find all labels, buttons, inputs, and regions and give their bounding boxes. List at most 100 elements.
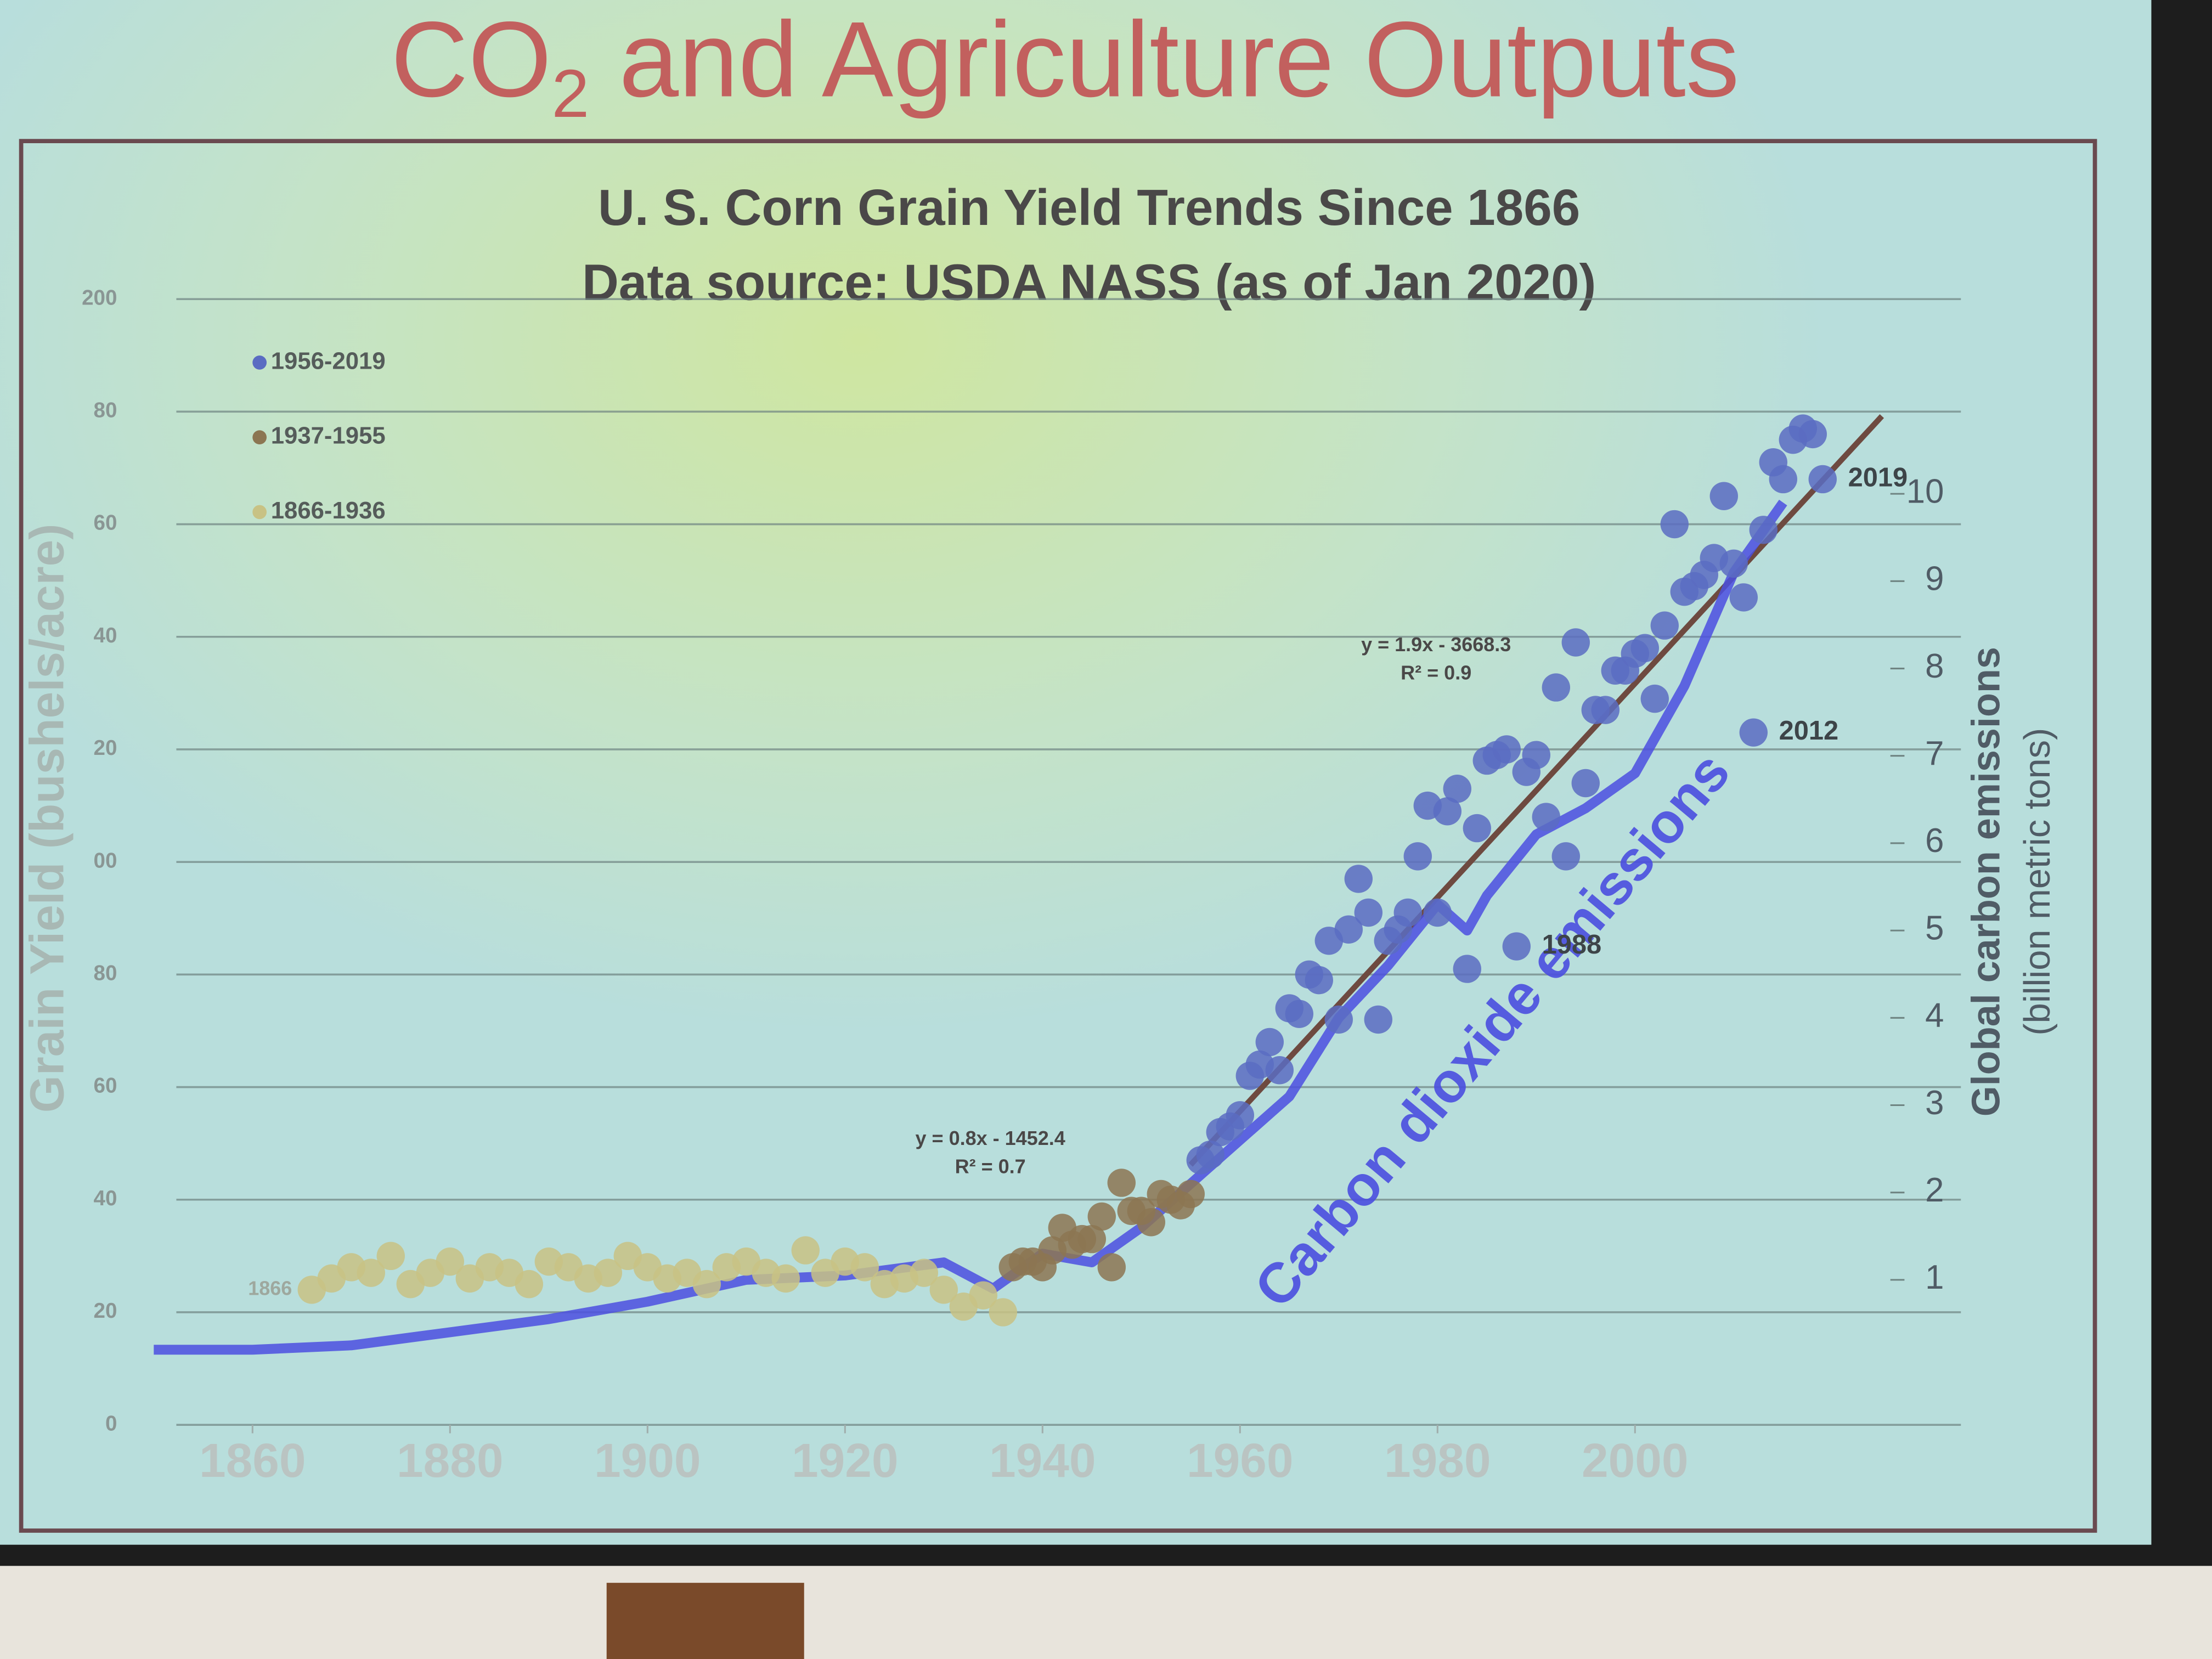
data-point bbox=[1087, 1202, 1116, 1231]
trendline-equation: y = 0.8x - 1452.4 bbox=[916, 1127, 1065, 1149]
y2-tick-label: 1 bbox=[1925, 1259, 1944, 1296]
data-point bbox=[1640, 684, 1669, 713]
data-point bbox=[1798, 420, 1827, 449]
data-point bbox=[1769, 465, 1797, 494]
legend-marker bbox=[252, 356, 267, 370]
data-point bbox=[1176, 1180, 1205, 1209]
data-point bbox=[1630, 634, 1659, 662]
x-tick-label: 1980 bbox=[1384, 1434, 1491, 1487]
data-point bbox=[1492, 735, 1521, 764]
data-point bbox=[1463, 814, 1491, 843]
point-annotation: 1988 bbox=[1542, 930, 1602, 960]
chart-title: U. S. Corn Grain Yield Trends Since 1866 bbox=[598, 179, 1580, 236]
data-point bbox=[1433, 797, 1462, 826]
data-point bbox=[1749, 516, 1778, 544]
y-tick-label: 20 bbox=[94, 1299, 117, 1323]
x-tick-label: 2000 bbox=[1582, 1434, 1688, 1487]
data-point bbox=[376, 1242, 405, 1271]
x-tick-label: 1860 bbox=[199, 1434, 306, 1487]
data-point bbox=[1808, 465, 1837, 494]
data-point bbox=[1265, 1056, 1294, 1085]
data-point bbox=[436, 1247, 464, 1276]
x-tick-label: 1880 bbox=[397, 1434, 503, 1487]
legend-label: 1866-1936 bbox=[271, 497, 386, 524]
data-point bbox=[791, 1236, 820, 1265]
data-point bbox=[1561, 628, 1590, 657]
y-tick-label: 20 bbox=[94, 736, 117, 760]
data-point bbox=[1107, 1169, 1136, 1197]
x-tick-label: 1940 bbox=[989, 1434, 1096, 1487]
y-axis-label: Grain Yield (bushels/acre) bbox=[20, 524, 74, 1113]
y-tick-label: 40 bbox=[94, 1187, 117, 1210]
data-point bbox=[1334, 915, 1363, 944]
wall bbox=[0, 1566, 2212, 1659]
data-point bbox=[692, 1269, 721, 1299]
y2-tick-label: 8 bbox=[1925, 647, 1944, 685]
data-point bbox=[1305, 966, 1333, 995]
point-annotation: 2012 bbox=[1779, 716, 1839, 746]
data-point bbox=[989, 1298, 1017, 1327]
y2-tick-label: 5 bbox=[1925, 909, 1944, 947]
slide-title-part: CO bbox=[391, 0, 551, 119]
legend-marker bbox=[252, 430, 267, 444]
y2-tick-label: 6 bbox=[1925, 822, 1944, 860]
data-point bbox=[1423, 898, 1452, 927]
trendline-equation: y = 1.9x - 3668.3 bbox=[1361, 633, 1511, 656]
data-point bbox=[515, 1269, 543, 1299]
data-point bbox=[1364, 1005, 1392, 1034]
furniture bbox=[606, 1583, 804, 1659]
data-point bbox=[1393, 898, 1422, 927]
y-tick-label: 40 bbox=[94, 624, 117, 647]
x-tick-label: 1900 bbox=[594, 1434, 701, 1487]
y-tick-label: 200 bbox=[82, 286, 117, 309]
data-point bbox=[1097, 1253, 1126, 1282]
data-point bbox=[969, 1281, 997, 1310]
y2-tick-label: 4 bbox=[1925, 997, 1944, 1035]
slide-title: CO2 and Agriculture Outputs bbox=[391, 0, 1739, 132]
data-point bbox=[1077, 1224, 1106, 1254]
chart-subtitle: Data source: USDA NASS (as of Jan 2020) bbox=[582, 253, 1596, 311]
data-point bbox=[1137, 1208, 1165, 1237]
point-annotation: 1866 bbox=[248, 1277, 292, 1299]
chart-frame bbox=[19, 139, 2097, 1533]
data-point bbox=[1324, 1005, 1353, 1034]
data-point bbox=[1551, 842, 1580, 871]
y2-tick-label: 3 bbox=[1925, 1084, 1944, 1122]
data-point bbox=[1403, 842, 1432, 871]
x-tick-label: 1920 bbox=[792, 1434, 898, 1487]
y-tick-label: 0 bbox=[105, 1412, 117, 1435]
y-tick-label: 80 bbox=[94, 962, 117, 985]
data-point bbox=[1709, 482, 1738, 510]
y2-tick-label: 7 bbox=[1925, 735, 1944, 772]
trendline-r2: R² = 0.9 bbox=[1401, 662, 1471, 684]
data-point bbox=[1650, 611, 1679, 640]
data-point bbox=[1591, 696, 1620, 724]
y2-tick-label: 2 bbox=[1925, 1171, 1944, 1209]
data-point bbox=[1522, 741, 1550, 769]
data-point bbox=[1354, 898, 1383, 927]
data-point bbox=[1344, 865, 1373, 893]
data-point bbox=[1542, 673, 1570, 702]
y2-tick-label: 9 bbox=[1925, 560, 1944, 598]
data-point bbox=[771, 1264, 800, 1293]
y-tick-label: 60 bbox=[94, 1074, 117, 1098]
data-point bbox=[1532, 803, 1560, 831]
data-point bbox=[1719, 549, 1748, 578]
data-point bbox=[1571, 769, 1600, 798]
data-point bbox=[1443, 775, 1471, 803]
legend-label: 1937-1955 bbox=[271, 422, 386, 449]
slide-background bbox=[0, 0, 2152, 1545]
data-point bbox=[1502, 932, 1531, 961]
legend-label: 1956-2019 bbox=[271, 347, 386, 374]
legend-marker bbox=[252, 505, 267, 520]
data-point bbox=[594, 1259, 622, 1287]
data-point bbox=[357, 1259, 385, 1287]
y-tick-label: 80 bbox=[94, 399, 117, 422]
y2-axis-label-units: (billion metric tons) bbox=[2017, 728, 2058, 1036]
y-tick-label: 00 bbox=[94, 849, 117, 872]
slide-title-part: and Agriculture Outputs bbox=[589, 0, 1739, 119]
data-point bbox=[1226, 1101, 1254, 1130]
y2-axis-label: Global carbon emissions bbox=[1965, 647, 2008, 1116]
